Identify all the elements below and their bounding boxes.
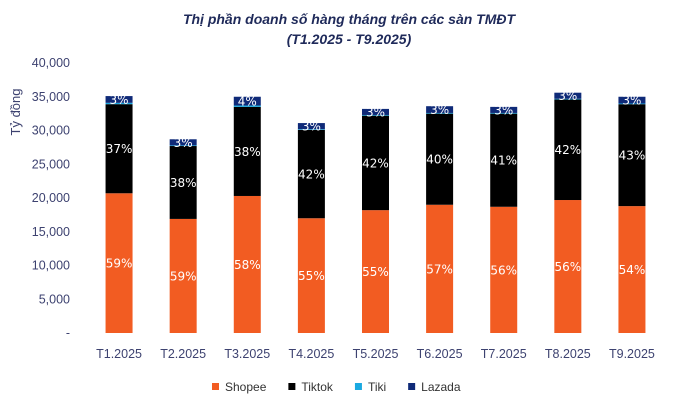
bar-lazada bbox=[554, 92, 582, 99]
y-tick-label: 30,000 bbox=[32, 124, 70, 138]
data-label-lazada: 3% bbox=[174, 136, 193, 150]
x-tick-label: T8.2025 bbox=[545, 347, 591, 361]
x-tick-label: T1.2025 bbox=[96, 347, 142, 361]
data-label-lazada: 3% bbox=[110, 93, 129, 107]
bar-shopee bbox=[233, 195, 261, 333]
bar-lazada bbox=[233, 96, 261, 106]
legend-label-shopee: Shopee bbox=[225, 380, 267, 394]
y-axis-label: Tỷ đồng bbox=[8, 89, 23, 136]
data-label-tiktok: 42% bbox=[362, 156, 389, 170]
legend-label-tiki: Tiki bbox=[368, 380, 386, 394]
data-label-lazada: 3% bbox=[558, 89, 577, 103]
data-label-shopee: 56% bbox=[554, 260, 581, 274]
legend-swatch-shopee bbox=[212, 383, 219, 390]
y-tick-label: 35,000 bbox=[32, 90, 70, 104]
bar-tiktok bbox=[233, 106, 261, 196]
bar-shopee bbox=[297, 218, 325, 333]
legend-label-tiktok: Tiktok bbox=[301, 380, 334, 394]
data-label-tiktok: 40% bbox=[426, 153, 453, 167]
data-label-tiktok: 41% bbox=[490, 154, 517, 168]
data-label-lazada: 3% bbox=[366, 105, 385, 119]
y-tick-label: 25,000 bbox=[32, 157, 70, 171]
data-label-tiktok: 42% bbox=[554, 143, 581, 157]
data-label-lazada: 3% bbox=[302, 120, 321, 134]
bar-shopee bbox=[554, 200, 582, 333]
bar-tiki bbox=[362, 114, 389, 116]
x-tick-label: T7.2025 bbox=[481, 347, 527, 361]
x-tick-label: T2.2025 bbox=[160, 347, 206, 361]
x-tick-label: T6.2025 bbox=[417, 347, 463, 361]
bar-tiki bbox=[233, 105, 261, 107]
data-label-lazada: 4% bbox=[238, 95, 257, 109]
bar-tiki bbox=[554, 98, 582, 100]
chart-title: Thị phần doanh số hàng tháng trên các sà… bbox=[183, 11, 517, 27]
y-tick-label: - bbox=[66, 326, 70, 340]
data-label-lazada: 3% bbox=[622, 94, 641, 108]
bar-shopee bbox=[362, 210, 389, 333]
data-label-shopee: 59% bbox=[106, 257, 133, 271]
bar-lazada bbox=[618, 96, 646, 104]
data-label-tiktok: 38% bbox=[234, 145, 261, 159]
bar-tiktok bbox=[105, 104, 133, 194]
y-tick-label: 10,000 bbox=[32, 259, 70, 273]
y-tick-label: 40,000 bbox=[32, 56, 70, 70]
bar-lazada bbox=[362, 108, 389, 115]
bar-tiki bbox=[169, 145, 197, 147]
legend-swatch-tiktok bbox=[288, 383, 296, 390]
data-label-tiktok: 43% bbox=[619, 149, 646, 163]
bar-tiktok bbox=[618, 104, 646, 207]
data-label-shopee: 58% bbox=[234, 258, 261, 272]
legend-swatch-lazada bbox=[408, 383, 416, 390]
bar-tiki bbox=[490, 112, 518, 114]
bar-tiki bbox=[618, 103, 646, 105]
data-label-lazada: 3% bbox=[494, 103, 513, 117]
bar-lazada bbox=[426, 106, 454, 113]
bar-tiktok bbox=[426, 113, 454, 205]
data-label-shopee: 57% bbox=[426, 262, 453, 276]
bar-tiktok bbox=[490, 113, 518, 207]
bar-shopee bbox=[490, 206, 518, 333]
x-tick-label: T4.2025 bbox=[288, 347, 334, 361]
bar-tiki bbox=[426, 112, 454, 114]
x-tick-label: T5.2025 bbox=[353, 347, 399, 361]
x-tick-label: T3.2025 bbox=[224, 347, 270, 361]
data-label-shopee: 56% bbox=[490, 263, 517, 277]
bar-tiktok bbox=[362, 115, 389, 211]
data-label-tiktok: 38% bbox=[170, 176, 197, 190]
bar-tiki bbox=[297, 129, 325, 130]
bar-lazada bbox=[490, 106, 518, 113]
data-label-lazada: 3% bbox=[430, 103, 449, 117]
y-tick-label: 20,000 bbox=[32, 191, 70, 205]
bar-lazada bbox=[105, 96, 133, 103]
y-tick-label: 5,000 bbox=[39, 292, 70, 306]
data-label-shopee: 55% bbox=[362, 265, 389, 279]
chart-subtitle: (T1.2025 - T9.2025) bbox=[287, 31, 412, 47]
bar-shopee bbox=[426, 204, 454, 333]
bar-shopee bbox=[105, 193, 133, 333]
y-tick-label: 15,000 bbox=[32, 225, 70, 239]
bar-tiktok bbox=[169, 146, 197, 219]
x-tick-label: T9.2025 bbox=[609, 347, 655, 361]
bar-tiki bbox=[105, 102, 133, 105]
bar-tiktok bbox=[554, 99, 582, 201]
bar-lazada bbox=[169, 139, 197, 146]
data-label-shopee: 54% bbox=[619, 263, 646, 277]
legend-label-lazada: Lazada bbox=[421, 380, 461, 394]
bar-shopee bbox=[618, 206, 646, 333]
bar-shopee bbox=[169, 218, 197, 333]
data-label-shopee: 59% bbox=[170, 269, 197, 283]
bar-lazada bbox=[297, 123, 325, 130]
data-label-tiktok: 37% bbox=[106, 142, 133, 156]
data-label-shopee: 55% bbox=[298, 269, 325, 283]
data-label-tiktok: 42% bbox=[298, 168, 325, 182]
legend-swatch-tiki bbox=[354, 383, 362, 390]
bar-tiktok bbox=[297, 129, 325, 219]
